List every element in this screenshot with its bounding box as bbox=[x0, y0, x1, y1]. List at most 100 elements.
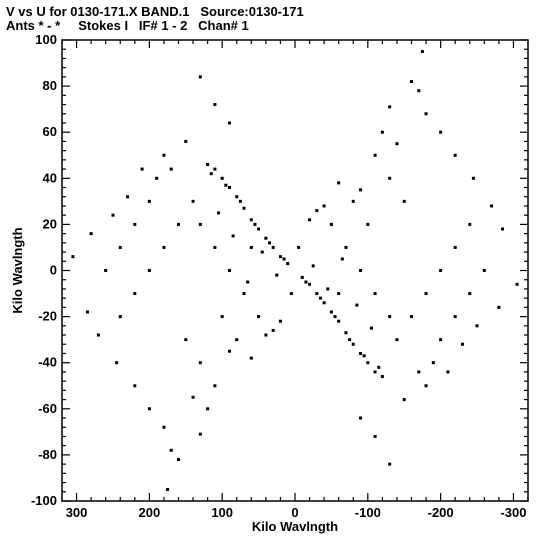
data-point bbox=[140, 167, 144, 171]
data-point bbox=[162, 153, 166, 157]
x-tick-label: -300 bbox=[500, 505, 526, 520]
data-point bbox=[501, 227, 505, 231]
data-point bbox=[249, 245, 253, 249]
data-point bbox=[395, 142, 399, 146]
data-point bbox=[286, 262, 290, 266]
data-point bbox=[268, 241, 272, 245]
data-point bbox=[322, 301, 326, 305]
data-point bbox=[147, 407, 151, 411]
data-point bbox=[126, 195, 130, 199]
data-point bbox=[308, 282, 312, 286]
data-point bbox=[337, 319, 341, 323]
data-point bbox=[133, 222, 137, 226]
data-point bbox=[439, 130, 443, 134]
data-point bbox=[351, 342, 355, 346]
data-point bbox=[235, 338, 239, 342]
data-point bbox=[318, 296, 322, 300]
data-point bbox=[362, 354, 366, 358]
data-point bbox=[246, 280, 250, 284]
data-point bbox=[329, 222, 333, 226]
data-point bbox=[417, 89, 421, 93]
data-point bbox=[475, 324, 479, 328]
data-point bbox=[191, 395, 195, 399]
data-point bbox=[260, 250, 264, 254]
data-point bbox=[410, 315, 413, 319]
data-point bbox=[388, 315, 392, 319]
data-point bbox=[231, 234, 235, 238]
data-point bbox=[282, 257, 286, 261]
data-point bbox=[177, 458, 180, 462]
y-tick-label: 100 bbox=[35, 32, 57, 47]
data-point bbox=[373, 153, 377, 157]
data-point bbox=[217, 211, 221, 215]
y-tick-label: -40 bbox=[38, 355, 57, 370]
data-point bbox=[162, 425, 166, 429]
data-point bbox=[264, 236, 268, 240]
data-point bbox=[482, 269, 486, 272]
data-point bbox=[410, 79, 413, 83]
data-point bbox=[89, 232, 93, 236]
data-point bbox=[308, 218, 312, 222]
data-point bbox=[115, 361, 119, 365]
data-point bbox=[515, 282, 519, 286]
data-point bbox=[337, 292, 341, 296]
data-point bbox=[348, 338, 352, 342]
data-point bbox=[275, 273, 279, 277]
data-point bbox=[388, 176, 392, 180]
data-point bbox=[118, 315, 122, 319]
x-tick-label: 300 bbox=[66, 505, 88, 520]
data-point bbox=[177, 222, 180, 226]
data-point bbox=[315, 292, 319, 296]
data-point bbox=[213, 167, 217, 171]
x-axis-label: Kilo Wavlngth bbox=[252, 519, 338, 534]
data-point bbox=[322, 204, 326, 208]
y-tick-label: -20 bbox=[38, 309, 57, 324]
data-point bbox=[369, 326, 373, 330]
data-point bbox=[460, 342, 464, 346]
data-point bbox=[155, 176, 159, 180]
data-point bbox=[257, 227, 261, 231]
y-tick-label: 20 bbox=[43, 216, 57, 231]
data-point bbox=[213, 103, 217, 107]
data-point bbox=[333, 315, 337, 319]
data-point bbox=[377, 365, 381, 369]
data-point bbox=[355, 303, 359, 307]
data-point bbox=[359, 351, 363, 355]
data-point bbox=[490, 204, 494, 208]
data-point bbox=[326, 287, 330, 291]
data-point bbox=[118, 245, 122, 249]
data-point bbox=[359, 188, 363, 192]
data-point bbox=[133, 384, 137, 388]
data-point bbox=[300, 275, 304, 279]
data-point bbox=[147, 269, 151, 272]
data-point bbox=[238, 199, 242, 203]
data-point bbox=[388, 462, 392, 466]
data-point bbox=[104, 269, 108, 272]
data-point bbox=[366, 222, 370, 226]
data-point bbox=[184, 338, 188, 342]
data-point bbox=[388, 105, 392, 109]
data-point bbox=[420, 50, 424, 54]
data-point bbox=[337, 181, 341, 185]
data-point bbox=[198, 222, 202, 226]
data-point bbox=[340, 257, 344, 261]
data-point bbox=[249, 356, 253, 360]
plot-frame bbox=[61, 39, 529, 502]
y-tick-label: 80 bbox=[43, 78, 57, 93]
chart-subtitle: Ants * - * Stokes I IF# 1 - 2 Chan# 1 bbox=[6, 18, 249, 33]
data-point bbox=[147, 199, 151, 203]
data-point bbox=[359, 416, 363, 420]
y-tick-label: 60 bbox=[43, 124, 57, 139]
data-point bbox=[351, 199, 355, 203]
data-point bbox=[380, 375, 384, 379]
data-point bbox=[431, 361, 435, 365]
data-point bbox=[213, 245, 217, 249]
data-point bbox=[471, 176, 475, 180]
data-point bbox=[133, 292, 137, 296]
data-point bbox=[373, 292, 377, 296]
data-point bbox=[249, 218, 253, 222]
data-point bbox=[311, 264, 315, 268]
data-point bbox=[329, 310, 333, 314]
data-point bbox=[304, 280, 308, 284]
